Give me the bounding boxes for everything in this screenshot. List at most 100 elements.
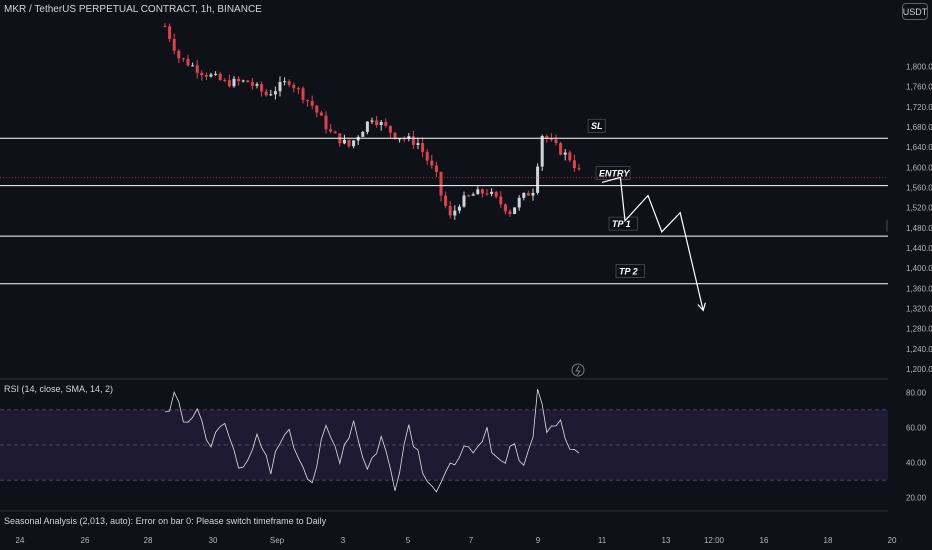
candle-body bbox=[462, 195, 466, 207]
candle-body bbox=[200, 72, 204, 76]
time-axis[interactable]: 24 26 28 30 Sep 3 5 7 9 11 13 12:00 16 18 20 bbox=[16, 536, 897, 545]
candle-body bbox=[255, 84, 259, 86]
candle-body bbox=[425, 151, 429, 161]
candle-body bbox=[499, 196, 503, 205]
candle-body bbox=[278, 82, 282, 92]
price-tick-label: 1,560.0 bbox=[906, 183, 932, 192]
price-tick-label: 1,720.0 bbox=[906, 103, 932, 112]
candle-body bbox=[209, 74, 213, 77]
candle-body bbox=[283, 81, 287, 83]
price-tick-label: 1,440.0 bbox=[906, 244, 932, 253]
seasonal-error-message: Seasonal Analysis (2,013, auto): Error o… bbox=[4, 516, 327, 526]
time-tick-label: Sep bbox=[270, 536, 285, 545]
candle-body bbox=[375, 120, 379, 126]
level-label: ENTRY bbox=[599, 169, 630, 179]
time-tick-label: 12:00 bbox=[704, 536, 725, 545]
candle-body bbox=[549, 138, 553, 140]
candle-body bbox=[572, 160, 576, 169]
candle-body bbox=[329, 129, 333, 132]
candle-body bbox=[444, 195, 448, 206]
candle-body bbox=[186, 58, 190, 66]
candle-body bbox=[503, 204, 507, 212]
candle-body bbox=[559, 143, 563, 155]
candle-body bbox=[494, 191, 498, 197]
candle-body bbox=[421, 143, 425, 152]
candle-body bbox=[333, 131, 337, 134]
candle-body bbox=[246, 80, 250, 83]
rsi-tick-label: 20.00 bbox=[906, 494, 927, 503]
price-grid bbox=[0, 378, 932, 512]
candle-body bbox=[490, 191, 494, 194]
candle-body bbox=[347, 139, 351, 147]
candle-body bbox=[301, 88, 305, 100]
candle-body bbox=[517, 197, 521, 208]
level-label: SL bbox=[591, 121, 603, 131]
candle-body bbox=[439, 171, 443, 196]
time-tick-label: 20 bbox=[888, 536, 897, 545]
currency-button[interactable]: USDT bbox=[902, 3, 928, 20]
time-tick-label: 11 bbox=[598, 536, 607, 545]
rsi-pane bbox=[0, 388, 888, 493]
price-tick-label: 1,320.0 bbox=[906, 304, 932, 313]
candle-body bbox=[536, 166, 540, 193]
candle-body bbox=[319, 112, 323, 116]
rsi-tick-label: 40.00 bbox=[906, 459, 927, 468]
candle-body bbox=[250, 82, 254, 86]
candle-body bbox=[227, 80, 231, 87]
rsi-tick-label: 80.00 bbox=[906, 388, 927, 397]
candle-body bbox=[195, 65, 199, 73]
rsi-title[interactable]: RSI (14, close, SMA, 14, 2) bbox=[4, 384, 114, 394]
candle-body bbox=[398, 138, 402, 140]
candle-body bbox=[292, 84, 296, 89]
candle-body bbox=[163, 26, 167, 28]
rsi-line bbox=[164, 388, 580, 493]
price-tick-label: 1,240.0 bbox=[906, 345, 932, 354]
candle-body bbox=[287, 81, 291, 85]
candle-body bbox=[370, 120, 374, 122]
candle-body bbox=[540, 135, 544, 167]
candle-body bbox=[264, 91, 268, 96]
candle-body bbox=[434, 165, 438, 172]
candle-body bbox=[411, 136, 415, 145]
time-tick-label: 5 bbox=[406, 536, 411, 545]
candle-body bbox=[402, 138, 406, 140]
candle-body bbox=[269, 94, 273, 96]
price-tick-label: 1,400.0 bbox=[906, 264, 932, 273]
candle-body bbox=[467, 195, 471, 197]
time-tick-label: 9 bbox=[536, 536, 541, 545]
time-tick-label: 26 bbox=[81, 536, 90, 545]
candle-body bbox=[306, 99, 310, 101]
price-axis[interactable]: 1,800.0 1,760.0 1,720.0 1,680.0 1,640.0 1,600… bbox=[888, 0, 932, 550]
candle-body bbox=[241, 80, 245, 82]
candle-body bbox=[568, 152, 572, 161]
candle-body bbox=[260, 84, 264, 92]
time-tick-label: 13 bbox=[662, 536, 671, 545]
candle-body bbox=[352, 140, 356, 147]
price-axis-background bbox=[888, 0, 932, 550]
candle-body bbox=[513, 207, 517, 214]
candle-body bbox=[342, 139, 346, 144]
symbol-title[interactable]: MKR / TetherUS PERPETUAL CONTRACT, 1h, B… bbox=[4, 4, 262, 15]
candle-body bbox=[361, 131, 365, 137]
price-tick-label: 1,280.0 bbox=[906, 325, 932, 334]
candle-body bbox=[448, 205, 452, 216]
candle-body bbox=[526, 192, 530, 196]
candle-body bbox=[476, 189, 480, 195]
extras bbox=[571, 363, 585, 377]
candle-body bbox=[522, 192, 526, 198]
time-tick-label: 16 bbox=[760, 536, 769, 545]
level-label-box bbox=[615, 264, 645, 279]
time-tick-label: 24 bbox=[16, 536, 25, 545]
candle-body bbox=[324, 115, 328, 130]
time-tick-label: 28 bbox=[144, 536, 153, 545]
candle-body bbox=[563, 152, 567, 155]
candle-body bbox=[218, 73, 222, 81]
price-tick-label: 1,480.0 bbox=[906, 224, 932, 233]
candle-body bbox=[471, 194, 475, 196]
price-tick-label: 1,680.0 bbox=[906, 123, 932, 132]
candle-body bbox=[191, 65, 195, 67]
candle-body bbox=[577, 168, 581, 170]
candle-body bbox=[480, 189, 484, 194]
candle-body bbox=[172, 38, 176, 51]
